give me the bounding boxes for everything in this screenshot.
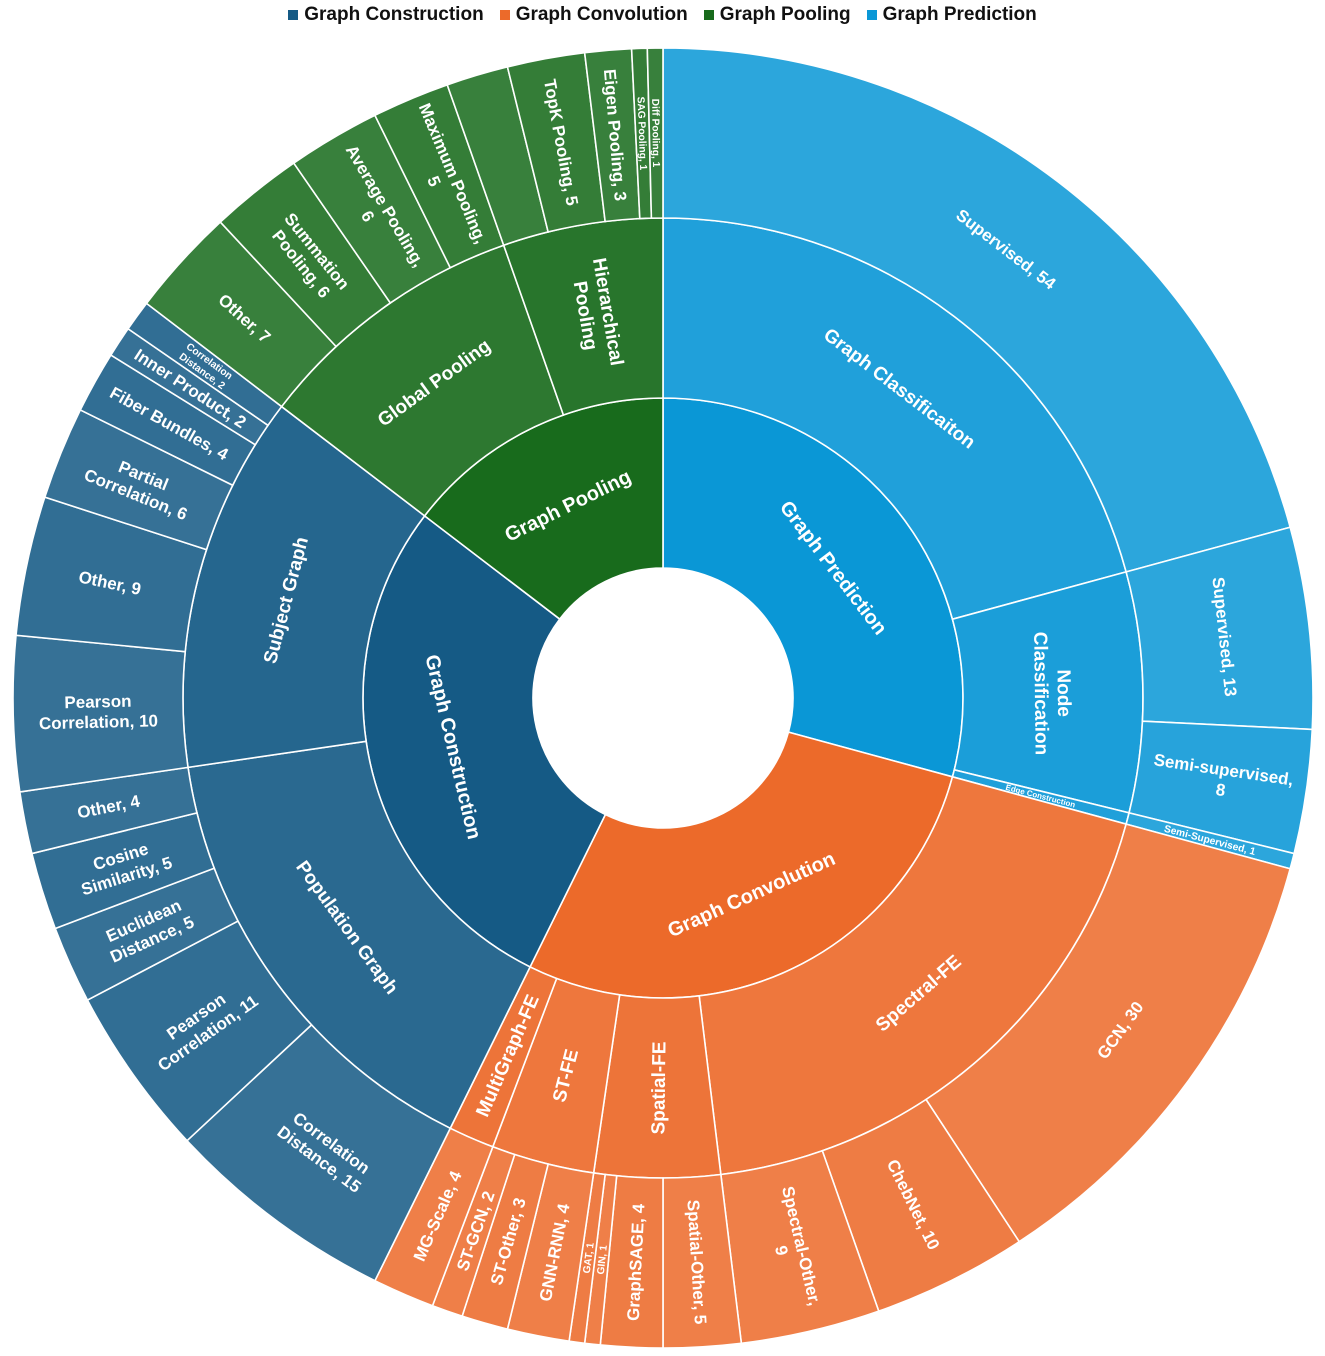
legend-swatch [703,10,714,20]
legend-item-graph-pooling[interactable]: Graph Pooling [703,4,851,26]
legend-item-graph-convolution[interactable]: Graph Convolution [499,4,688,26]
legend: Graph Construction Graph Convolution Gra… [0,0,1325,30]
legend-swatch [499,10,510,20]
legend-label: Graph Construction [304,4,484,25]
legend-label: Graph Prediction [882,4,1037,25]
legend-swatch [288,10,299,20]
segment-label: GIN, 1 [596,1244,610,1275]
legend-label: Graph Pooling [719,4,851,25]
legend-swatch [866,10,877,20]
legend-item-graph-construction[interactable]: Graph Construction [288,4,484,26]
segment-label: NodeClassification [1029,631,1074,755]
segment-label: Spatial-FE [648,1041,670,1134]
center-hole [533,568,793,828]
segment-diff-pooling[interactable] [646,47,664,219]
segment-label: PearsonCorrelation, 10 [38,691,158,733]
segment-supervised[interactable] [662,47,1292,573]
segment-label: GAT, 1 [582,1242,597,1274]
segment-label: Diff Pooling, 1 [649,99,661,168]
segment-label: SAG Pooling, 1 [635,96,649,170]
legend-item-graph-prediction[interactable]: Graph Prediction [866,4,1037,26]
legend-label: Graph Convolution [515,4,688,25]
